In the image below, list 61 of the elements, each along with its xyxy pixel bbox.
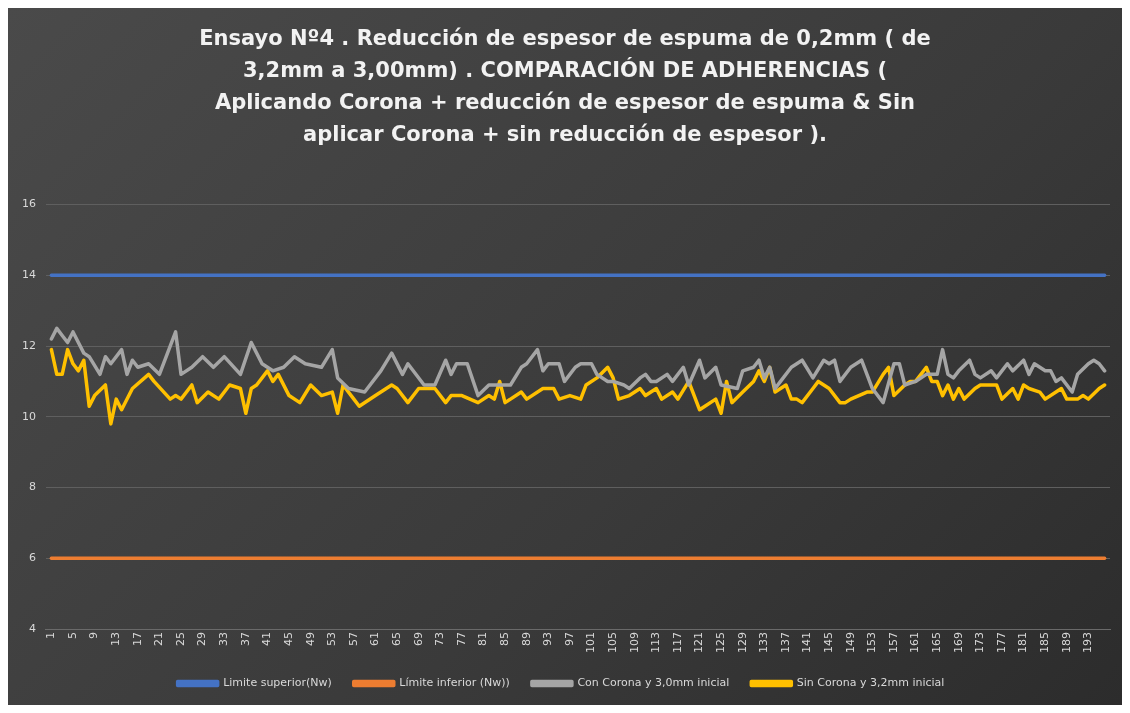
x-tick-label: 185 bbox=[1038, 632, 1052, 653]
x-tick-label: 161 bbox=[908, 632, 922, 653]
x-tick-label: 17 bbox=[130, 632, 144, 646]
x-tick-label: 21 bbox=[152, 632, 166, 646]
y-tick-label: 16 bbox=[22, 197, 36, 211]
x-tick-label: 193 bbox=[1081, 632, 1095, 653]
x-tick-label: 53 bbox=[325, 632, 339, 646]
x-tick-label: 177 bbox=[994, 632, 1008, 653]
legend-label: Con Corona y 3,0mm inicial bbox=[577, 676, 730, 690]
legend-label: Limite superior(Nw) bbox=[223, 676, 332, 690]
x-tick-label: 189 bbox=[1059, 632, 1073, 653]
x-tick-label: 125 bbox=[713, 632, 727, 653]
x-tick-label: 25 bbox=[173, 632, 187, 646]
x-tick-label: 149 bbox=[843, 632, 857, 653]
y-tick-label: 14 bbox=[22, 268, 36, 282]
x-tick-label: 73 bbox=[433, 632, 447, 646]
x-tick-label: 93 bbox=[541, 632, 555, 646]
x-tick-label: 153 bbox=[865, 632, 879, 653]
x-tick-label: 137 bbox=[778, 632, 792, 653]
x-tick-label: 9 bbox=[87, 632, 101, 639]
y-tick-label: 12 bbox=[22, 338, 36, 352]
x-tick-label: 29 bbox=[195, 632, 209, 646]
x-tick-label: 65 bbox=[389, 632, 403, 646]
x-tick-label: 105 bbox=[605, 632, 619, 653]
x-tick-label: 141 bbox=[800, 632, 814, 653]
x-tick-label: 13 bbox=[109, 632, 123, 646]
x-tick-label: 157 bbox=[886, 632, 900, 653]
x-tick-label: 109 bbox=[627, 632, 641, 653]
legend-label: Límite inferior (Nw)) bbox=[399, 676, 510, 690]
x-tick-label: 117 bbox=[670, 632, 684, 653]
y-tick-label: 6 bbox=[29, 551, 36, 565]
y-tick-label: 10 bbox=[22, 409, 36, 423]
x-tick-label: 85 bbox=[497, 632, 511, 646]
x-tick-label: 37 bbox=[238, 632, 252, 646]
x-tick-label: 61 bbox=[368, 632, 382, 646]
x-tick-label: 69 bbox=[411, 632, 425, 646]
chart-title: Ensayo Nº4 . Reducción de espesor de espuma de 0,2mm ( de 3,2mm a 3,00mm) . COMPARACIÓN DE ADHERENCIAS ( Aplicando Corona + reducción de espesor de espuma & Sin aplicar Corona + sin reducción de espesor ). bbox=[198, 25, 932, 148]
x-tick-label: 145 bbox=[822, 632, 836, 653]
x-tick-label: 49 bbox=[303, 632, 317, 646]
legend-label: Sin Corona y 3,2mm inicial bbox=[796, 676, 945, 690]
y-tick-label: 4 bbox=[29, 621, 36, 635]
x-tick-label: 81 bbox=[476, 632, 490, 646]
x-tick-label: 129 bbox=[735, 632, 749, 653]
x-tick-label: 5 bbox=[65, 632, 79, 639]
x-tick-label: 101 bbox=[584, 632, 598, 653]
x-tick-label: 57 bbox=[346, 632, 360, 646]
x-tick-label: 97 bbox=[562, 632, 576, 646]
x-tick-label: 133 bbox=[757, 632, 771, 653]
x-tick-label: 89 bbox=[519, 632, 533, 646]
x-tick-label: 1 bbox=[44, 632, 58, 639]
x-tick-label: 165 bbox=[930, 632, 944, 653]
x-tick-label: 173 bbox=[973, 632, 987, 653]
x-tick-label: 121 bbox=[692, 632, 706, 653]
y-tick-label: 8 bbox=[29, 480, 36, 494]
x-tick-label: 77 bbox=[454, 632, 468, 646]
x-tick-label: 33 bbox=[217, 632, 231, 646]
x-tick-label: 113 bbox=[649, 632, 663, 653]
x-tick-label: 169 bbox=[951, 632, 965, 653]
x-tick-label: 41 bbox=[260, 632, 274, 646]
x-tick-label: 45 bbox=[281, 632, 295, 646]
x-tick-label: 181 bbox=[1016, 632, 1030, 653]
